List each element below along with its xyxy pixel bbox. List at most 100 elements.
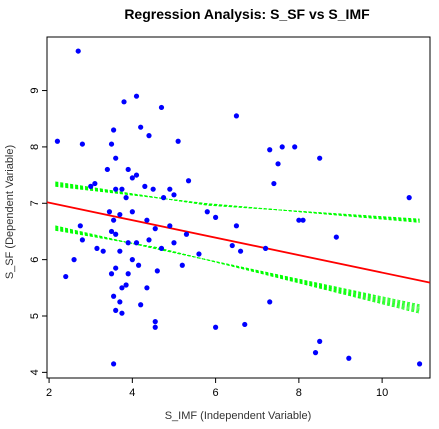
data-point <box>416 361 423 367</box>
regression-line <box>46 201 431 284</box>
data-point <box>275 161 281 167</box>
x-axis: 2 4 6 8 10 <box>46 378 388 399</box>
data-point <box>300 217 306 223</box>
data-point <box>213 214 219 220</box>
data-point <box>146 133 152 139</box>
data-point <box>158 104 165 111</box>
data-point <box>133 93 140 99</box>
y-axis: 4 5 6 7 8 9 <box>29 87 47 375</box>
data-point <box>138 302 144 308</box>
data-point <box>312 350 319 356</box>
data-points <box>54 48 423 367</box>
data-point <box>292 144 298 150</box>
data-point <box>111 217 117 223</box>
upper-band-line <box>55 185 420 223</box>
data-point <box>317 155 323 161</box>
data-point <box>267 147 273 153</box>
data-point <box>119 285 125 291</box>
y-tick-label: 4 <box>29 369 41 375</box>
data-point <box>142 183 148 189</box>
data-point <box>160 195 167 201</box>
data-point <box>233 223 240 229</box>
data-point <box>152 324 158 330</box>
data-point <box>79 141 85 147</box>
data-point <box>229 242 235 249</box>
plot-frame <box>46 36 431 379</box>
data-point <box>237 248 244 254</box>
y-tick-label: 8 <box>29 144 41 150</box>
data-point <box>79 237 85 243</box>
chart-title: Regression Analysis: S_SF vs S_IMF <box>124 6 370 22</box>
data-point <box>144 217 150 223</box>
data-point <box>146 237 152 243</box>
lower-band-line <box>55 225 420 306</box>
data-point <box>106 209 113 215</box>
x-tick-label: 8 <box>296 387 302 399</box>
data-point <box>113 155 119 161</box>
data-point <box>123 282 129 288</box>
x-tick-label: 2 <box>46 387 52 399</box>
x-tick-label: 4 <box>129 387 135 399</box>
data-point <box>144 285 150 291</box>
data-point <box>129 257 135 263</box>
data-point <box>92 180 98 187</box>
data-point <box>71 257 77 263</box>
data-point <box>150 186 156 192</box>
data-point <box>154 268 160 274</box>
data-point <box>167 223 173 229</box>
data-point <box>296 217 302 223</box>
x-axis-label: S_IMF (Independent Variable) <box>165 410 312 422</box>
data-point <box>77 223 83 229</box>
data-point <box>204 209 210 215</box>
data-point <box>125 271 131 277</box>
data-point <box>179 262 185 268</box>
data-point <box>113 186 119 192</box>
data-point <box>167 186 173 192</box>
data-point <box>233 113 240 119</box>
data-point <box>242 321 248 328</box>
data-point <box>108 271 115 277</box>
data-point <box>88 183 94 189</box>
data-point <box>406 195 412 201</box>
data-point <box>111 127 117 133</box>
data-point <box>333 234 339 240</box>
data-point <box>121 99 127 105</box>
data-point <box>63 273 69 280</box>
y-axis-label: S_SF (Dependent Variable) <box>4 145 16 279</box>
data-point <box>175 138 181 144</box>
data-point <box>54 138 61 144</box>
data-point <box>117 248 123 254</box>
y-tick-label: 6 <box>29 257 41 263</box>
data-point <box>183 231 190 237</box>
data-point <box>111 361 117 367</box>
data-point <box>111 293 117 299</box>
data-point <box>267 299 273 305</box>
confidence-bands <box>55 181 420 314</box>
data-point <box>133 240 140 246</box>
y-tick-label: 9 <box>29 87 41 93</box>
data-point <box>158 245 165 251</box>
data-point <box>196 251 202 257</box>
regression-line-group <box>46 201 431 284</box>
data-point <box>346 355 352 361</box>
data-point <box>279 144 285 150</box>
data-point <box>119 186 125 192</box>
x-tick-label: 10 <box>376 387 388 399</box>
y-tick-label: 7 <box>29 200 41 206</box>
data-point <box>135 262 142 268</box>
data-point <box>117 211 123 218</box>
data-point <box>123 195 129 201</box>
data-point <box>271 180 277 187</box>
data-point <box>129 175 135 181</box>
data-point <box>138 124 144 130</box>
data-point <box>117 299 123 305</box>
data-point <box>113 307 119 313</box>
data-point <box>94 245 100 251</box>
data-point <box>262 245 269 251</box>
data-point <box>129 209 135 215</box>
data-point <box>104 166 110 173</box>
data-point <box>317 338 323 344</box>
data-point <box>113 265 119 271</box>
x-tick-label: 6 <box>213 387 219 399</box>
